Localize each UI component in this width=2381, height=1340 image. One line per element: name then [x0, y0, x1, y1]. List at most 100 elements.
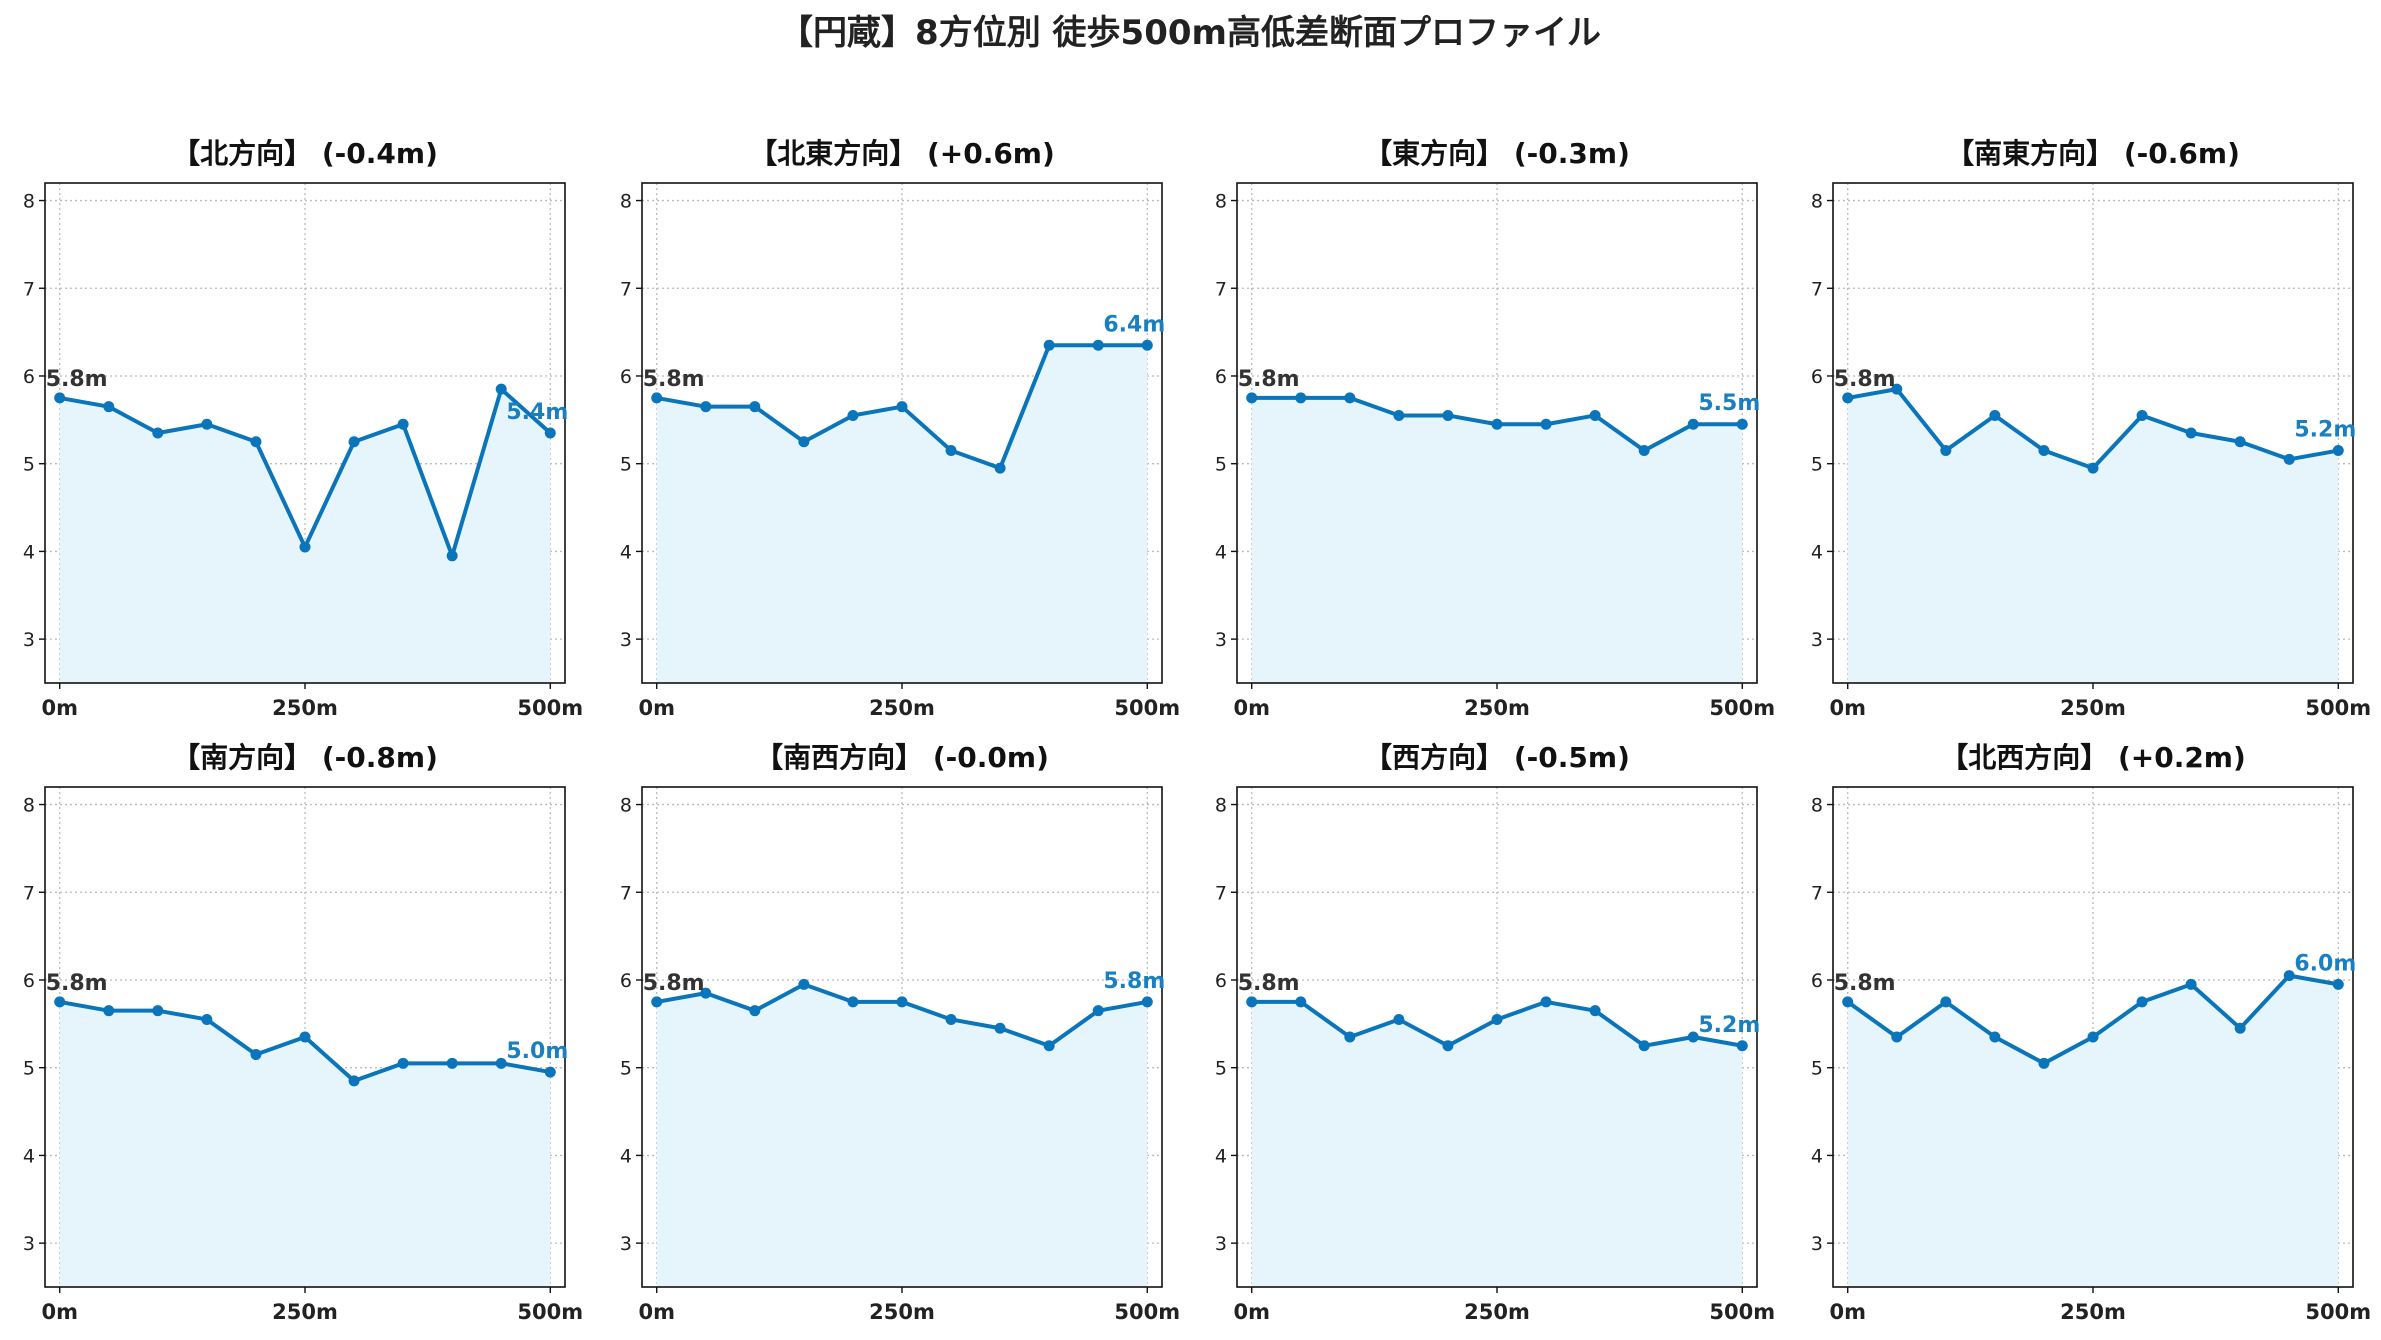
- start-elevation-label: 5.8m: [1834, 971, 1896, 996]
- data-point: [2038, 1057, 2050, 1069]
- data-point: [1393, 409, 1405, 421]
- y-tick-label: 3: [23, 1233, 35, 1255]
- y-tick-label: 8: [620, 191, 632, 213]
- data-point: [1736, 1040, 1748, 1052]
- data-point: [397, 418, 409, 430]
- panel-4: 【南東方向】 (-0.6m) 3 4 5 6 7 8 0m 250m 500m 5.8m 5.2m: [1811, 137, 2371, 720]
- y-tick-label: 5: [1215, 454, 1227, 476]
- panel-1: 【北方向】 (-0.4m) 3 4 5 6 7 8 0m 250m 500m 5.8m 5.4m: [23, 137, 583, 720]
- y-tick-label: 6: [1215, 366, 1227, 388]
- y-tick-label: 7: [1811, 278, 1823, 300]
- data-point: [651, 392, 663, 404]
- data-point: [2136, 409, 2148, 421]
- data-point: [1989, 409, 2001, 421]
- data-point: [1940, 445, 1952, 457]
- data-point: [1393, 1013, 1405, 1025]
- panel-8: 【北西方向】 (+0.2m) 3 4 5 6 7 8 0m 250m 500m 5.8m 6.0m: [1811, 741, 2371, 1324]
- panel-title: 【西方向】 (-0.5m): [1364, 741, 1630, 774]
- y-tick-label: 4: [23, 541, 35, 563]
- data-point: [299, 541, 311, 553]
- data-point: [1989, 1031, 2001, 1043]
- data-point: [1442, 1040, 1454, 1052]
- x-tick-label: 250m: [869, 696, 935, 720]
- y-tick-label: 3: [620, 1233, 632, 1255]
- y-tick-label: 6: [1811, 970, 1823, 992]
- data-point: [1295, 996, 1307, 1008]
- panel-title: 【北西方向】 (+0.2m): [1940, 741, 2246, 774]
- y-tick-label: 5: [620, 454, 632, 476]
- panel-3: 【東方向】 (-0.3m) 3 4 5 6 7 8 0m 250m 500m 5.8m 5.5m: [1215, 137, 1775, 720]
- panel-title: 【南東方向】 (-0.6m): [1946, 137, 2240, 170]
- y-tick-label: 7: [620, 278, 632, 300]
- data-point: [1344, 1031, 1356, 1043]
- x-tick-label: 250m: [1464, 1300, 1530, 1324]
- data-point: [749, 401, 761, 413]
- data-point: [1043, 1040, 1055, 1052]
- data-point: [1638, 445, 1650, 457]
- data-point: [2136, 996, 2148, 1008]
- x-tick-label: 0m: [1829, 696, 1866, 720]
- y-tick-label: 8: [1215, 191, 1227, 213]
- data-point: [103, 1005, 115, 1017]
- start-elevation-label: 5.8m: [1238, 971, 1300, 996]
- data-point: [2087, 462, 2099, 474]
- end-elevation-label: 5.2m: [1698, 1013, 1760, 1038]
- x-tick-label: 0m: [1829, 1300, 1866, 1324]
- x-tick-label: 250m: [2060, 696, 2126, 720]
- data-point: [1540, 996, 1552, 1008]
- y-tick-label: 7: [1215, 882, 1227, 904]
- data-point: [2332, 445, 2344, 457]
- y-tick-label: 6: [23, 970, 35, 992]
- data-point: [495, 1057, 507, 1069]
- end-elevation-label: 5.8m: [1103, 969, 1165, 994]
- x-tick-label: 500m: [1709, 1300, 1775, 1324]
- data-point: [152, 1005, 164, 1017]
- y-tick-label: 8: [1811, 795, 1823, 817]
- area-fill: [1251, 397, 1743, 683]
- data-point: [1842, 392, 1854, 404]
- y-tick-label: 6: [1215, 970, 1227, 992]
- area-fill: [1847, 975, 2339, 1287]
- data-point: [994, 1022, 1006, 1034]
- x-tick-label: 500m: [1709, 696, 1775, 720]
- data-point: [700, 987, 712, 999]
- y-tick-label: 5: [23, 454, 35, 476]
- panel-title: 【南西方向】 (-0.0m): [755, 741, 1049, 774]
- data-point: [1736, 418, 1748, 430]
- start-elevation-label: 5.8m: [643, 367, 705, 392]
- data-point: [1246, 996, 1258, 1008]
- y-tick-label: 7: [1215, 278, 1227, 300]
- panel-2: 【北東方向】 (+0.6m) 3 4 5 6 7 8 0m 250m 500m 5.8m 6.4m: [620, 137, 1180, 720]
- y-tick-label: 3: [1215, 1233, 1227, 1255]
- y-tick-label: 8: [1215, 795, 1227, 817]
- y-tick-label: 3: [1215, 629, 1227, 651]
- data-point: [2185, 978, 2197, 990]
- y-tick-label: 4: [1215, 1145, 1227, 1167]
- panel-title: 【北方向】 (-0.4m): [172, 137, 438, 170]
- x-tick-label: 250m: [2060, 1300, 2126, 1324]
- data-point: [348, 1075, 360, 1087]
- data-point: [1295, 392, 1307, 404]
- y-tick-label: 8: [23, 191, 35, 213]
- y-tick-label: 3: [1811, 1233, 1823, 1255]
- data-point: [103, 401, 115, 413]
- data-point: [54, 996, 66, 1008]
- y-tick-label: 7: [23, 278, 35, 300]
- data-point: [446, 1057, 458, 1069]
- data-point: [651, 996, 663, 1008]
- y-tick-label: 4: [620, 541, 632, 563]
- y-tick-label: 5: [1811, 454, 1823, 476]
- data-point: [1687, 418, 1699, 430]
- y-tick-label: 4: [1215, 541, 1227, 563]
- data-point: [1043, 339, 1055, 351]
- data-point: [1092, 1005, 1104, 1017]
- panel-title: 【南方向】 (-0.8m): [172, 741, 438, 774]
- start-elevation-label: 5.8m: [1834, 367, 1896, 392]
- y-tick-label: 7: [1811, 882, 1823, 904]
- data-point: [798, 978, 810, 990]
- x-tick-label: 500m: [517, 1300, 583, 1324]
- data-point: [348, 436, 360, 448]
- y-tick-label: 4: [1811, 541, 1823, 563]
- end-elevation-label: 5.0m: [506, 1039, 568, 1064]
- data-point: [798, 436, 810, 448]
